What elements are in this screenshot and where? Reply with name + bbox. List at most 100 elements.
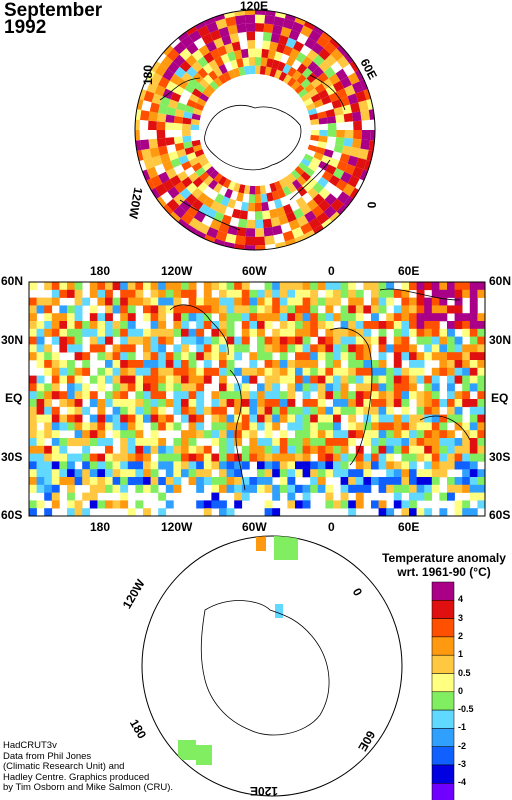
grid-cell — [348, 305, 357, 314]
grid-cell — [333, 313, 341, 322]
grid-cell — [409, 500, 417, 509]
grid-cell — [181, 352, 189, 361]
grid-cell — [219, 500, 227, 509]
grid-cell — [89, 422, 98, 431]
grid-cell — [340, 383, 349, 392]
grid-cell — [181, 289, 189, 298]
grid-cell — [477, 500, 486, 509]
grid-cell — [371, 375, 379, 384]
grid-cell — [127, 399, 136, 408]
grid-cell — [439, 430, 448, 439]
grid-cell — [249, 367, 258, 376]
polar-cell — [330, 61, 343, 74]
polar-cell — [225, 16, 237, 27]
grid-cell — [150, 445, 159, 454]
grid-cell — [44, 367, 53, 376]
polar-cell — [174, 108, 185, 118]
grid-cell — [287, 282, 296, 291]
grid-cell — [203, 336, 212, 345]
polar-cell — [203, 196, 215, 208]
grid-cell — [165, 477, 174, 486]
north-label-180: 180 — [141, 64, 156, 86]
grid-cell — [59, 289, 68, 298]
grid-cell — [158, 453, 167, 462]
polar-cell — [316, 211, 330, 225]
grid-cell — [120, 492, 129, 501]
grid-cell — [120, 336, 129, 345]
polar-cell — [318, 48, 331, 61]
polar-cell — [280, 26, 292, 38]
grid-cell — [29, 438, 37, 447]
polar-cell — [181, 160, 192, 171]
grid-cell — [348, 282, 357, 291]
grid-cell — [143, 453, 151, 462]
polar-cell — [347, 72, 360, 85]
grid-cell — [424, 492, 433, 501]
grid-cell — [401, 305, 410, 314]
grid-cell — [181, 399, 189, 408]
grid-cell — [59, 399, 68, 408]
grid-cell — [325, 321, 334, 330]
polar-cell — [307, 61, 319, 73]
polar-cell — [310, 118, 320, 126]
grid-cell — [295, 453, 303, 462]
grid-cell — [431, 383, 440, 392]
grid-cell — [310, 313, 319, 322]
grid-cell — [348, 328, 357, 337]
grid-cell — [310, 438, 319, 447]
grid-cell — [241, 391, 250, 400]
grid-cell — [279, 469, 288, 478]
grid-cell — [363, 399, 372, 408]
grid-cell — [371, 422, 379, 431]
grid-cell — [279, 313, 288, 322]
title-year: 1992 — [4, 17, 47, 38]
polar-cell — [199, 171, 210, 182]
polar-cell — [255, 236, 266, 246]
grid-cell — [165, 461, 174, 470]
polar-cell — [182, 123, 191, 130]
grid-cell — [196, 422, 205, 431]
grid-cell — [477, 484, 486, 493]
polar-cell — [166, 106, 177, 116]
grid-cell — [257, 352, 265, 361]
grid-cell — [325, 469, 334, 478]
grid-cell — [44, 321, 53, 330]
polar-cell — [255, 211, 263, 220]
legend-swatch — [431, 728, 455, 747]
grid-cell — [51, 469, 60, 478]
grid-cell — [431, 438, 440, 447]
grid-cell — [371, 406, 379, 415]
polar-cell — [221, 34, 232, 46]
grid-cell — [272, 383, 281, 392]
grid-cell — [317, 352, 326, 361]
grid-cell — [36, 430, 45, 439]
legend-swatch — [431, 600, 455, 619]
grid-cell — [325, 352, 334, 361]
grid-cell — [302, 484, 311, 493]
legend-label: 4 — [458, 594, 464, 605]
grid-cell — [249, 305, 258, 314]
grid-cell — [188, 282, 197, 291]
grid-cell — [44, 313, 53, 322]
grid-cell — [469, 430, 478, 439]
grid-cell — [469, 367, 478, 376]
grid-cell — [173, 305, 182, 314]
polar-cell — [156, 137, 167, 148]
grid-cell — [158, 360, 167, 369]
grid-cell — [279, 430, 288, 439]
grid-cell — [401, 313, 410, 322]
grid-cell — [188, 289, 197, 298]
polar-cell — [232, 67, 241, 78]
grid-cell — [249, 453, 258, 462]
grid-cell — [462, 360, 471, 369]
left-label-30s: 30S — [1, 450, 23, 464]
grid-cell — [112, 484, 121, 493]
grid-cell — [173, 399, 182, 408]
polar-cell — [313, 152, 324, 161]
polar-cell — [168, 99, 179, 109]
polar-cell — [312, 54, 325, 67]
polar-cell — [205, 40, 217, 53]
grid-cell — [234, 399, 243, 408]
grid-cell — [74, 383, 83, 392]
grid-cell — [150, 289, 159, 298]
